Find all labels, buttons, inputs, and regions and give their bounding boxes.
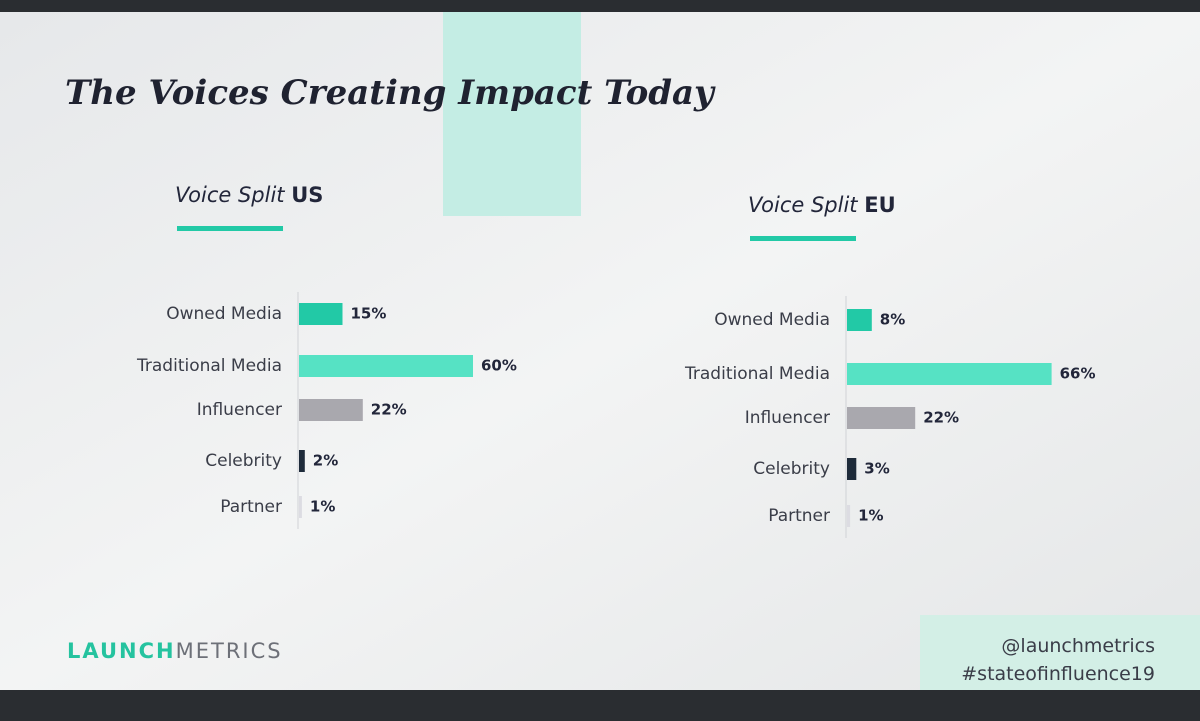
category-label: Celebrity bbox=[205, 451, 282, 471]
bar bbox=[847, 407, 916, 429]
bar bbox=[299, 399, 363, 421]
bar bbox=[847, 309, 872, 331]
handle-box bbox=[920, 615, 1200, 690]
category-label: Partner bbox=[768, 506, 830, 526]
chart-title: Voice Split US bbox=[175, 183, 323, 207]
title-underline bbox=[177, 226, 283, 231]
category-label: Traditional Media bbox=[136, 356, 282, 376]
title-underline bbox=[750, 236, 856, 241]
bar bbox=[847, 363, 1052, 385]
bar bbox=[847, 458, 857, 480]
value-label: 8% bbox=[880, 311, 905, 329]
category-label: Influencer bbox=[745, 408, 830, 428]
value-label: 22% bbox=[923, 409, 959, 427]
value-label: 60% bbox=[481, 357, 517, 375]
value-label: 66% bbox=[1060, 365, 1096, 383]
handle: @launchmetrics bbox=[1001, 635, 1155, 657]
bar bbox=[299, 450, 305, 472]
chart-title-emphasis: EU bbox=[864, 193, 895, 217]
brand: LAUNCHMETRICS bbox=[67, 639, 283, 663]
bar bbox=[299, 496, 302, 518]
chart-title-text: Voice Split bbox=[748, 193, 858, 217]
chart-title-emphasis: US bbox=[291, 183, 323, 207]
value-label: 1% bbox=[310, 498, 335, 516]
brand-secondary: METRICS bbox=[176, 639, 283, 663]
value-label: 22% bbox=[371, 401, 407, 419]
bar bbox=[299, 355, 473, 377]
chart-title-text: Voice Split bbox=[175, 183, 285, 207]
value-label: 15% bbox=[351, 305, 387, 323]
bar bbox=[847, 505, 851, 527]
category-label: Owned Media bbox=[714, 310, 830, 330]
value-label: 1% bbox=[858, 507, 883, 525]
hashtag: #stateofinfluence19 bbox=[961, 663, 1155, 685]
category-label: Owned Media bbox=[166, 304, 282, 324]
category-label: Partner bbox=[220, 497, 282, 517]
category-label: Influencer bbox=[197, 400, 282, 420]
value-label: 2% bbox=[313, 452, 338, 470]
value-label: 3% bbox=[864, 460, 889, 478]
slide-title: The Voices Creating Impact Today bbox=[65, 73, 716, 113]
chart-title: Voice Split EU bbox=[748, 193, 896, 217]
category-label: Traditional Media bbox=[684, 364, 830, 384]
category-label: Celebrity bbox=[753, 459, 830, 479]
slide-background bbox=[0, 12, 1200, 690]
accent-block bbox=[443, 12, 581, 216]
brand-primary: LAUNCH bbox=[67, 639, 176, 663]
bar bbox=[299, 303, 343, 325]
